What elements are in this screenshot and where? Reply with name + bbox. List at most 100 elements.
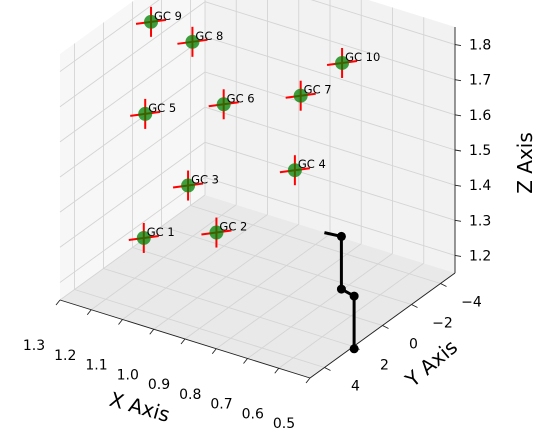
axis-panes — [60, 0, 455, 378]
grid-line-z — [59, 106, 206, 213]
tick-labels: 1.3 1.2 1.1 1.0 0.9 0.8 0.7 0.6 0.5 −4 −2 0 2 4 1.2 1.3… — [23, 38, 491, 432]
gc-marker — [201, 217, 232, 248]
grid-line-z — [204, 106, 456, 186]
gc-marker — [135, 6, 167, 37]
grid-line-z — [59, 71, 206, 178]
x-tick-label: 1.0 — [117, 367, 139, 383]
gc-point — [287, 163, 302, 178]
grid-line-z — [204, 1, 456, 81]
x-tick-label: 0.7 — [210, 397, 232, 413]
x-tick — [86, 309, 92, 316]
x-tick-label: 1.2 — [54, 348, 76, 364]
trajectory-point — [349, 291, 359, 301]
y-tick-label: 0 — [409, 337, 418, 353]
grid-line-y — [103, 268, 354, 347]
grid-line-y — [132, 247, 383, 326]
data-marks — [128, 6, 359, 354]
grid-line-y — [161, 226, 412, 305]
gc-marker — [128, 222, 159, 253]
gc-marker — [326, 47, 358, 78]
point-labels: GC 1 GC 2 GC 3 GC 4 GC 5 GC 6 GC 7 GC 8 GC 9 GC 1… — [147, 9, 381, 239]
gc-marker — [172, 170, 204, 201]
x-tick-label: 0.8 — [179, 387, 201, 403]
y-tick-label: 2 — [380, 358, 389, 374]
grid-line-z — [204, 141, 456, 221]
gc-label: GC 3 — [191, 173, 219, 187]
z-tick — [454, 44, 462, 47]
z-tick — [454, 254, 462, 257]
x-tick — [274, 367, 280, 374]
gc-point — [216, 97, 231, 112]
z-tick-label: 1.2 — [469, 248, 491, 264]
grid-line-z — [59, 0, 160, 72]
grid-line-z — [204, 71, 456, 151]
trajectory-point — [336, 284, 346, 294]
gc-label: GC 1 — [147, 225, 175, 239]
x-tick-label: 0.9 — [148, 377, 170, 393]
z-tick — [454, 114, 462, 117]
grid-line-z — [204, 176, 456, 256]
z-tick — [454, 79, 462, 82]
z-axis-label: Z Axis — [513, 132, 537, 194]
gc-label: GC 9 — [154, 9, 182, 23]
x-tick — [243, 358, 248, 364]
y-tick — [382, 325, 389, 329]
x-tick — [149, 328, 155, 335]
y-tick-label: −2 — [432, 316, 453, 332]
y-tick-label: 4 — [351, 379, 360, 395]
x-tick — [211, 348, 217, 355]
z-tick — [454, 219, 462, 222]
z-tick-label: 1.6 — [469, 108, 491, 124]
z-tick-label: 1.8 — [469, 38, 491, 54]
grid-line-z — [59, 1, 206, 108]
y-tick-label: −4 — [461, 295, 482, 311]
x-tick-label: 1.3 — [23, 338, 45, 354]
gc-marker — [208, 89, 239, 120]
x-tick — [55, 299, 61, 306]
gc-point — [181, 178, 196, 193]
gc-point — [185, 34, 200, 49]
gc-label: GC 6 — [227, 91, 255, 105]
z-tick-label: 1.7 — [469, 73, 491, 89]
gc-marker — [285, 80, 316, 111]
gc-label: GC 8 — [195, 29, 223, 43]
gc-marker — [130, 98, 161, 129]
y-tick — [324, 367, 331, 371]
gc-point — [293, 88, 308, 103]
gc-point — [138, 106, 153, 121]
gc-label: GC 10 — [345, 50, 380, 64]
z-tick-label: 1.5 — [469, 143, 491, 159]
grid-line-y — [190, 205, 441, 284]
gc-point — [209, 225, 224, 240]
grid-line-z — [59, 141, 206, 248]
gc-point — [335, 55, 350, 70]
y-tick — [411, 304, 418, 308]
grid-line-y — [74, 289, 325, 368]
gc-label: GC 5 — [148, 101, 176, 115]
trajectory-point — [349, 344, 359, 354]
z-tick-label: 1.3 — [469, 213, 491, 229]
gc-label: GC 2 — [219, 220, 247, 234]
x-tick — [180, 338, 186, 345]
x-tick-label: 0.6 — [242, 406, 264, 422]
gc-label: GC 4 — [298, 157, 326, 171]
z-tick — [454, 149, 462, 152]
gc-label: GC 7 — [304, 83, 332, 97]
gc-point — [144, 14, 159, 29]
trajectory-point — [336, 231, 346, 241]
grid-line-z — [204, 36, 456, 116]
z-tick-label: 1.4 — [469, 178, 491, 194]
x-tick-label: 1.1 — [85, 358, 107, 374]
gc-point — [136, 230, 151, 245]
y-tick — [440, 283, 447, 287]
gc-marker — [279, 155, 311, 186]
gc-marker — [177, 26, 208, 57]
x-tick — [118, 319, 123, 325]
grid-line-z — [59, 177, 206, 283]
grid-line-z — [310, 0, 456, 46]
x-tick — [305, 377, 311, 384]
grid-lines — [59, 0, 456, 379]
grid-line-z — [59, 36, 206, 143]
